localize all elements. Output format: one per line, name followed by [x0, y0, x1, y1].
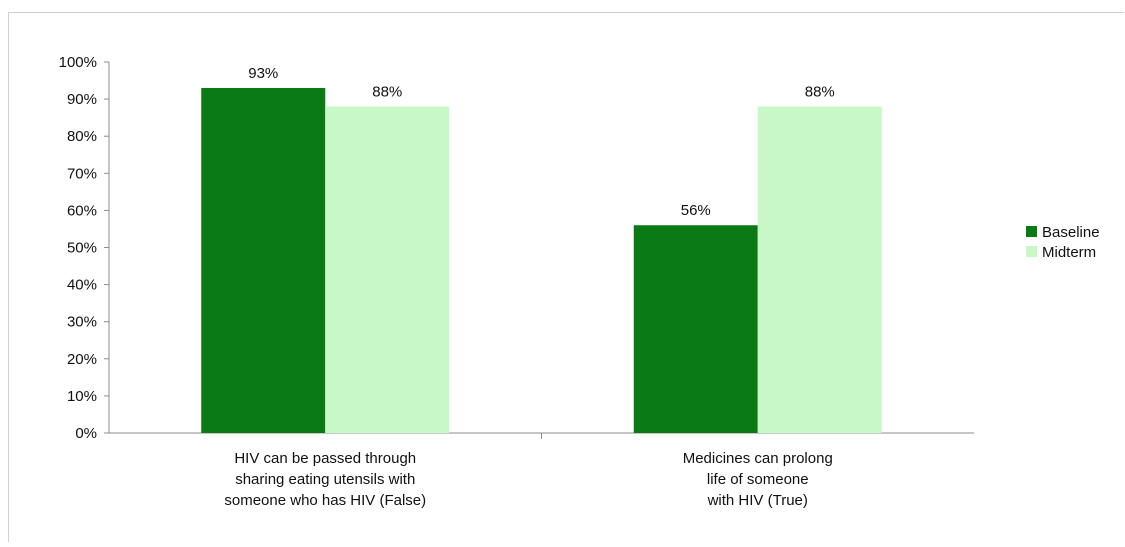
legend-label: Midterm — [1042, 244, 1096, 261]
bar-midterm — [757, 106, 882, 434]
y-tick-label: 10% — [67, 388, 97, 405]
chart-frame: 0% 10% 20% 30% 40% 50% 60% 70% 80% 90% 100% 93% 88% H… — [8, 12, 1124, 542]
y-tick-label: 100% — [59, 54, 97, 71]
data-label: 93% — [248, 65, 278, 82]
y-tick-label: 20% — [67, 351, 97, 368]
y-tick-label: 50% — [67, 240, 97, 257]
x-category-label: life of someone — [707, 471, 809, 488]
y-tick-label: 30% — [67, 314, 97, 331]
y-tick-label: 60% — [67, 202, 97, 219]
y-tick-label: 70% — [67, 165, 97, 182]
y-tick-label: 80% — [67, 128, 97, 145]
bar-baseline — [201, 87, 326, 433]
x-category-label: with HIV (True) — [707, 492, 808, 509]
y-tick-label: 0% — [75, 425, 97, 442]
bar-chart: 0% 10% 20% 30% 40% 50% 60% 70% 80% 90% 100% 93% 88% H… — [59, 54, 1100, 509]
x-category-label: someone who has HIV (False) — [224, 492, 426, 509]
x-category-label: HIV can be passed through — [234, 450, 416, 467]
data-label: 88% — [372, 84, 402, 101]
y-tick-label: 90% — [67, 91, 97, 108]
legend-swatch-midterm — [1026, 246, 1037, 257]
bar-midterm — [325, 106, 450, 434]
legend-swatch-baseline — [1026, 226, 1037, 237]
data-label: 56% — [681, 202, 711, 219]
x-category-label: sharing eating utensils with — [235, 471, 415, 488]
legend-label: Baseline — [1042, 224, 1100, 241]
bar-baseline — [633, 225, 758, 433]
x-category-label: Medicines can prolong — [683, 450, 833, 467]
data-label: 88% — [805, 84, 835, 101]
y-tick-label: 40% — [67, 277, 97, 294]
